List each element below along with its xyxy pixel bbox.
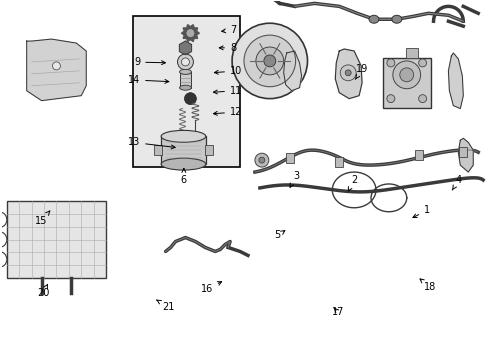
Text: 15: 15 (35, 211, 50, 226)
Circle shape (392, 61, 420, 89)
Polygon shape (181, 24, 199, 42)
Bar (153, 145, 162, 155)
Polygon shape (457, 138, 472, 172)
Bar (179, 72, 191, 88)
Polygon shape (179, 41, 191, 55)
Circle shape (418, 95, 426, 103)
Text: 21: 21 (157, 300, 174, 312)
Text: 3: 3 (289, 171, 299, 187)
Ellipse shape (161, 130, 205, 142)
Text: 4: 4 (451, 175, 461, 190)
Ellipse shape (179, 69, 191, 74)
Ellipse shape (391, 15, 401, 23)
Polygon shape (447, 53, 462, 109)
Circle shape (185, 29, 195, 37)
Bar (414, 150, 422, 160)
Polygon shape (335, 49, 361, 99)
Ellipse shape (179, 85, 191, 90)
Text: 6: 6 (181, 168, 186, 185)
Circle shape (232, 23, 307, 99)
Circle shape (184, 93, 196, 105)
Bar (133, 16, 239, 167)
Text: 16: 16 (200, 282, 221, 294)
Text: 12: 12 (213, 107, 242, 117)
Text: 11: 11 (213, 86, 242, 96)
Polygon shape (283, 51, 301, 91)
Bar (382, 58, 429, 108)
Text: 20: 20 (37, 284, 49, 297)
Text: 18: 18 (419, 279, 435, 292)
Bar (205, 145, 213, 155)
Text: 9: 9 (134, 57, 165, 67)
Circle shape (386, 59, 394, 67)
Bar (458, 147, 467, 157)
Circle shape (418, 59, 426, 67)
Circle shape (386, 95, 394, 103)
Circle shape (340, 65, 355, 81)
Polygon shape (27, 39, 86, 100)
Circle shape (52, 62, 61, 70)
Text: 1: 1 (412, 205, 429, 217)
Bar (7, 201, 106, 278)
Text: 14: 14 (128, 75, 168, 85)
Bar (335, 157, 343, 167)
Circle shape (399, 68, 413, 82)
Circle shape (181, 58, 189, 66)
Bar (161, 136, 205, 164)
Text: 8: 8 (219, 43, 236, 53)
Circle shape (258, 157, 264, 163)
Circle shape (254, 153, 268, 167)
Text: 7: 7 (221, 25, 236, 35)
Ellipse shape (161, 158, 205, 170)
Text: 5: 5 (274, 230, 284, 240)
Text: 10: 10 (214, 66, 242, 76)
Bar (405, 48, 417, 58)
Circle shape (244, 35, 295, 87)
Bar (285, 153, 293, 163)
Circle shape (345, 70, 350, 76)
Text: 13: 13 (128, 138, 175, 149)
Circle shape (264, 55, 275, 67)
Text: 17: 17 (331, 307, 344, 317)
Ellipse shape (368, 15, 378, 23)
Circle shape (177, 54, 193, 70)
Text: 2: 2 (347, 175, 357, 191)
Text: 19: 19 (355, 64, 367, 79)
Circle shape (255, 47, 283, 75)
